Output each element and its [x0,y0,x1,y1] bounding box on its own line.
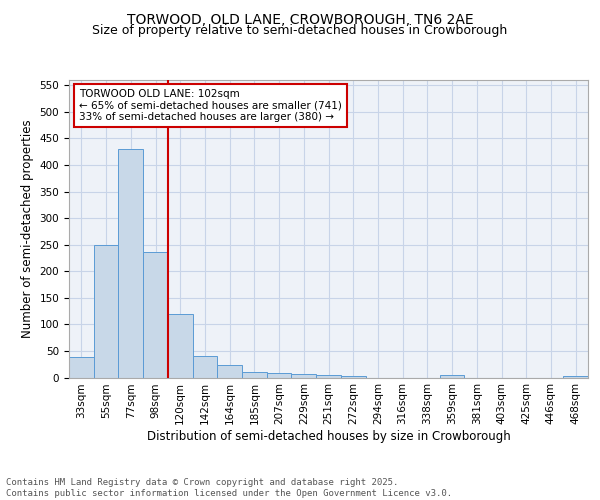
Bar [217,365,242,378]
Bar [242,372,267,378]
Text: TORWOOD, OLD LANE, CROWBOROUGH, TN6 2AE: TORWOOD, OLD LANE, CROWBOROUGH, TN6 2AE [127,12,473,26]
Bar [267,372,292,378]
Bar [143,252,168,378]
Bar [341,376,365,378]
Bar [168,314,193,378]
Text: TORWOOD OLD LANE: 102sqm
← 65% of semi-detached houses are smaller (741)
33% of : TORWOOD OLD LANE: 102sqm ← 65% of semi-d… [79,89,342,122]
Bar [440,376,464,378]
Y-axis label: Number of semi-detached properties: Number of semi-detached properties [21,120,34,338]
Bar [69,358,94,378]
Bar [118,149,143,378]
Bar [292,374,316,378]
X-axis label: Distribution of semi-detached houses by size in Crowborough: Distribution of semi-detached houses by … [146,430,511,443]
Text: Size of property relative to semi-detached houses in Crowborough: Size of property relative to semi-detach… [92,24,508,37]
Bar [193,356,217,378]
Text: Contains HM Land Registry data © Crown copyright and database right 2025.
Contai: Contains HM Land Registry data © Crown c… [6,478,452,498]
Bar [94,244,118,378]
Bar [316,375,341,378]
Bar [563,376,588,378]
